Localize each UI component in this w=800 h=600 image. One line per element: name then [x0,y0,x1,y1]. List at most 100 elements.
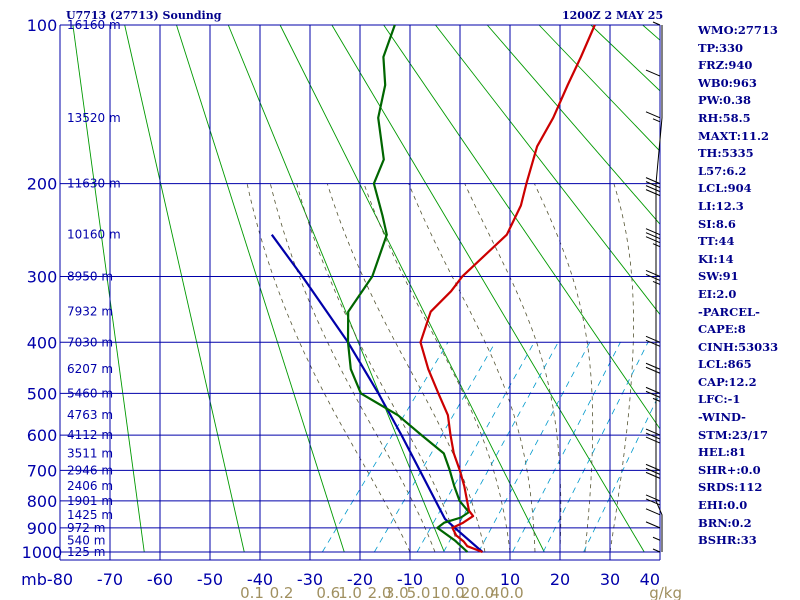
mixing-ratio-label: 20.0 [461,584,494,600]
mixing-ratio-labels: 0.1 0.2 0.61.0 2.03.05.0 10.020.040.0 g/kg [240,584,682,600]
mixing-ratio-label: 1.0 [338,584,362,600]
wind-barb-flag [645,335,661,343]
height-label: 6207 m [67,362,113,376]
mixing-ratio-label: 0.1 [240,584,264,600]
height-label: 10160 m [67,228,121,242]
index-item: TP:330 [698,40,744,55]
index-item: MAXT:11.2 [698,128,769,143]
pressure-tick-label: 200 [27,175,58,194]
wind-barb-half-flag [652,280,661,285]
temperature-tick-label: 10 [500,570,520,589]
wind-barb-half-flag [652,118,661,123]
index-item: L57:6.2 [698,163,747,178]
wind-barb-flag [645,366,661,374]
temperature-trace [419,24,596,554]
moist-adiabat-line [464,183,562,553]
pressure-tick-label: 500 [27,384,58,403]
index-item: STM:23/17 [698,427,769,442]
moist-adiabat-line [408,183,536,553]
pressure-tick-labels: 100 200 300 400 500 600 700 800 900 1000 mb [21,16,62,589]
wind-barb-flag [645,269,661,277]
height-label: 3511 m [67,446,113,460]
mixing-ratio-line [542,342,649,553]
pressure-tick-label: 800 [27,492,58,511]
wind-barb-half-flag [652,536,661,541]
temperature-tick-label: -60 [147,570,173,589]
moist-adiabat-line [246,183,411,553]
mixing-ratio-lines [322,342,660,553]
temperature-tick-label: -40 [247,570,273,589]
mixing-ratio-label: 10.0 [431,584,464,600]
wind-barb-flag [645,498,661,506]
mixing-ratio-label: 2.0 [368,584,392,600]
wind-barb [652,536,661,541]
wind-profile [645,21,663,553]
mixing-ratio-label: 0.2 [270,584,294,600]
height-label: 5460 m [67,386,113,400]
index-item: SHR+:0.0 [698,462,761,477]
index-item: TT:44 [698,234,735,249]
wind-barb-flag [645,436,661,444]
wind-barb-flag [645,386,661,394]
index-item: BRN:0.2 [698,515,752,530]
temperature-tick-label: 30 [600,570,620,589]
wind-barb [645,428,661,444]
temperature-tick-label: 0 [455,570,465,589]
moist-adiabat-line [534,183,594,553]
stability-indices: WMO:27713 TP:330 FRZ:940 WB0:963 PW:0.38 RH:5… [698,22,778,550]
wind-barb-half-flag [652,21,661,26]
wind-barb-flag [645,508,661,516]
mixing-ratio-line [512,342,621,553]
temperature-tick-label: -50 [197,570,223,589]
wind-barb-flag [645,471,661,479]
index-item: EHI:0.0 [698,498,748,513]
pressure-tick-label: 600 [27,426,58,445]
temperature-tick-label: 20 [550,570,570,589]
height-label: 125 m [67,545,105,559]
mixing-ratio-label: 5.0 [407,584,431,600]
index-item: -PARCEL- [698,304,760,319]
wind-barb-flag [645,428,661,436]
mixing-ratio-label: 0.6 [316,584,340,600]
height-label: 2946 m [67,463,113,477]
wind-barb [652,21,661,26]
wind-barb-flag [645,463,661,471]
temperature-tick-label: -80 [47,570,73,589]
wind-barb [645,269,661,285]
height-labels: 16160 m 13520 m 11630 m 10160 m 8950 m 7932 m… [67,18,121,559]
wind-barb-flag [645,521,661,529]
wind-barb [645,494,661,506]
pressure-tick-label: 700 [27,461,58,480]
wind-barb-flag [645,189,661,197]
height-label: 1425 m [67,508,113,522]
dry-adiabat-line [435,24,660,316]
mixing-ratio-line [322,342,449,553]
temperature-tick-labels: -80 -70 -60 -50 -40 -30 -20 -10 0 10 20 30 40 [47,570,660,589]
dry-adiabat-line [72,24,145,553]
index-item: SW:91 [698,269,739,284]
wind-barb-flag [645,185,661,193]
index-item: -WIND- [698,410,746,425]
index-item: SI:8.6 [698,216,736,231]
wind-barb [645,177,661,197]
height-label: 972 m [67,521,105,535]
dry-adiabat-line [124,24,245,553]
mixing-ratio-line [443,342,559,553]
wind-barb-half-flag [652,243,661,248]
dry-adiabat-line [227,24,445,553]
wind-barb [652,548,661,553]
height-label: 4112 m [67,428,113,442]
wind-barb [645,521,661,529]
mixing-ratio-label: 3.0 [385,584,409,600]
height-label: 13520 m [67,111,121,125]
moist-adiabats [246,183,634,553]
dewpoint-trace [346,24,470,553]
mixing-ratio-unit-label: g/kg [649,584,682,600]
pressure-tick-label: 100 [27,16,58,35]
wind-barb [645,111,661,123]
dry-adiabat-line [279,24,545,553]
temperature-tick-label: -70 [97,570,123,589]
wind-barb-flag [645,232,661,240]
wind-barb-flag [645,432,661,440]
pressure-unit-label: mb [21,570,47,589]
